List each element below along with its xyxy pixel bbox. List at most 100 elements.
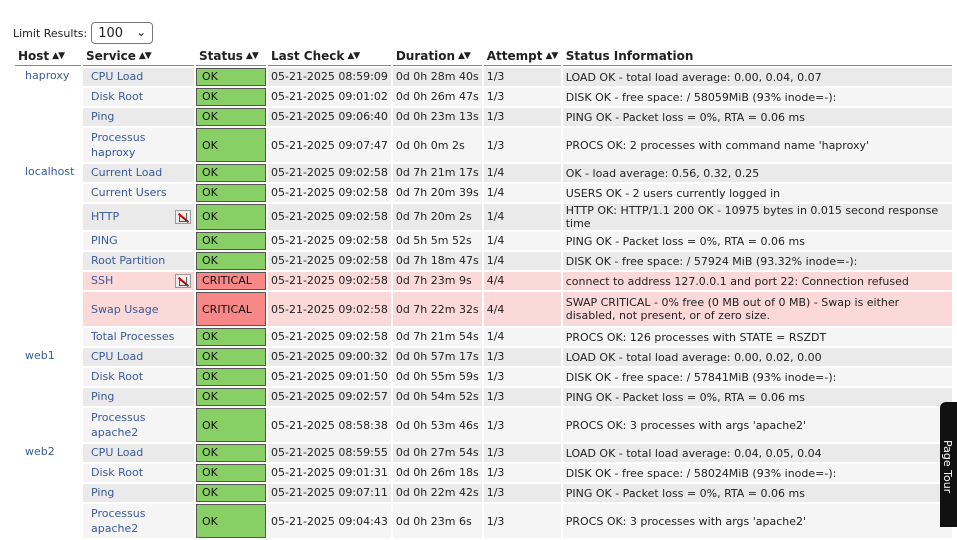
service-link[interactable]: Processus apache2 xyxy=(83,408,194,442)
duration: 0d 0h 53m 46s xyxy=(392,408,482,442)
service-name[interactable]: Processus haproxy xyxy=(91,131,146,159)
sort-arrows-icon[interactable]: ▲▼ xyxy=(545,51,558,61)
last-check: 05-21-2025 09:02:58 xyxy=(268,184,391,202)
status-information: DISK OK - free space: / 57924 MiB (93.32… xyxy=(562,252,952,270)
duration: 0d 0h 26m 18s xyxy=(392,464,482,482)
service-name[interactable]: Ping xyxy=(91,390,115,403)
host-link[interactable]: haproxy xyxy=(15,68,81,86)
service-link[interactable]: CPU Load xyxy=(83,68,194,86)
status-badge: OK xyxy=(196,108,266,126)
service-name[interactable]: Processus apache2 xyxy=(91,507,146,535)
service-link[interactable]: SSH xyxy=(83,272,194,290)
column-header-duration[interactable]: Duration ▲▼ xyxy=(392,47,482,66)
sort-arrows-icon[interactable]: ▲▼ xyxy=(52,51,65,61)
service-link[interactable]: Processus apache2 xyxy=(83,504,194,538)
duration: 0d 0h 27m 54s xyxy=(392,444,482,462)
status-badge: OK xyxy=(196,464,266,482)
status-badge: OK xyxy=(196,408,266,442)
last-check: 05-21-2025 09:07:11 xyxy=(268,484,391,502)
service-name[interactable]: PING xyxy=(91,234,118,247)
host-link xyxy=(15,328,81,346)
service-name[interactable]: Total Processes xyxy=(91,330,175,343)
status-information: DISK OK - free space: / 58059MiB (93% in… xyxy=(562,88,952,106)
service-link[interactable]: HTTP xyxy=(83,204,194,230)
service-link[interactable]: Ping xyxy=(83,484,194,502)
service-link[interactable]: Disk Root xyxy=(83,88,194,106)
service-link[interactable]: Total Processes xyxy=(83,328,194,346)
service-link[interactable]: Root Partition xyxy=(83,252,194,270)
service-name[interactable]: Ping xyxy=(91,110,115,123)
service-name[interactable]: Processus apache2 xyxy=(91,411,146,439)
last-check: 05-21-2025 09:02:58 xyxy=(268,292,391,326)
service-name[interactable]: Root Partition xyxy=(91,254,166,267)
last-check: 05-21-2025 09:01:31 xyxy=(268,464,391,482)
service-link[interactable]: Swap Usage xyxy=(83,292,194,326)
service-name[interactable]: CPU Load xyxy=(91,70,144,83)
service-status-table: Host ▲▼ Service ▲▼ Status ▲▼ Last Check ▲▼ D… xyxy=(13,45,954,540)
duration: 0d 7h 21m 54s xyxy=(392,328,482,346)
column-header-host[interactable]: Host ▲▼ xyxy=(15,47,81,66)
service-name[interactable]: SSH xyxy=(91,274,114,287)
service-name[interactable]: Disk Root xyxy=(91,466,144,479)
host-link xyxy=(15,484,81,502)
sort-arrows-icon[interactable]: ▲▼ xyxy=(245,51,259,61)
table-row: Processus apache2 OK 05-21-2025 09:04:43 0d… xyxy=(15,504,952,538)
service-link[interactable]: Ping xyxy=(83,388,194,406)
service-name[interactable]: Disk Root xyxy=(91,90,144,103)
service-name[interactable]: CPU Load xyxy=(91,446,144,459)
duration: 0d 0h 54m 52s xyxy=(392,388,482,406)
table-row: Disk Root OK 05-21-2025 09:01:31 0d 0h 26m … xyxy=(15,464,952,482)
service-name[interactable]: Current Users xyxy=(91,186,167,199)
last-check: 05-21-2025 09:06:40 xyxy=(268,108,391,126)
sort-arrows-icon[interactable]: ▲▼ xyxy=(457,51,471,61)
table-row: Root Partition OK 05-21-2025 09:02:58 0d 7h… xyxy=(15,252,952,270)
limit-results-label: Limit Results: xyxy=(13,26,88,40)
column-header-attempt[interactable]: Attempt ▲▼ xyxy=(483,47,561,66)
service-name[interactable]: Swap Usage xyxy=(91,302,159,316)
host-link[interactable]: web1 xyxy=(15,348,81,366)
host-link[interactable]: localhost xyxy=(15,164,81,182)
attempt: 1/3 xyxy=(483,368,561,386)
table-row: Processus apache2 OK 05-21-2025 08:58:38 0d… xyxy=(15,408,952,442)
duration: 0d 7h 18m 47s xyxy=(392,252,482,270)
status-badge: OK xyxy=(196,368,266,386)
attempt: 1/4 xyxy=(483,204,561,230)
last-check: 05-21-2025 09:02:58 xyxy=(268,164,391,182)
duration: 0d 0h 23m 6s xyxy=(392,504,482,538)
service-link[interactable]: PING xyxy=(83,232,194,250)
status-information: PROCS OK: 2 processes with command name … xyxy=(562,128,952,162)
column-header-status[interactable]: Status ▲▼ xyxy=(196,47,266,66)
table-row: Disk Root OK 05-21-2025 09:01:02 0d 0h 26m … xyxy=(15,88,952,106)
sort-arrows-icon[interactable]: ▲▼ xyxy=(347,51,360,61)
limit-results-select[interactable]: 100 ⌄ xyxy=(91,22,154,44)
duration: 0d 7h 20m 39s xyxy=(392,184,482,202)
service-link[interactable]: Disk Root xyxy=(83,368,194,386)
status-information: PROCS OK: 126 processes with STATE = RSZ… xyxy=(562,328,952,346)
service-link[interactable]: Ping xyxy=(83,108,194,126)
service-name[interactable]: CPU Load xyxy=(91,350,144,363)
status-information: LOAD OK - total load average: 0.00, 0.04… xyxy=(562,68,952,86)
column-header-last-check[interactable]: Last Check ▲▼ xyxy=(268,47,391,66)
notifications-disabled-icon[interactable] xyxy=(175,274,191,288)
service-link[interactable]: CPU Load xyxy=(83,348,194,366)
status-information: LOAD OK - total load average: 0.00, 0.02… xyxy=(562,348,952,366)
host-link[interactable]: web2 xyxy=(15,444,81,462)
service-link[interactable]: Current Load xyxy=(83,164,194,182)
sort-arrows-icon[interactable]: ▲▼ xyxy=(138,51,152,61)
service-link[interactable]: Processus haproxy xyxy=(83,128,194,162)
last-check: 05-21-2025 09:02:58 xyxy=(268,204,391,230)
table-row: Swap Usage CRITICAL 05-21-2025 09:02:58 0d … xyxy=(15,292,952,326)
service-name[interactable]: Disk Root xyxy=(91,370,144,383)
service-link[interactable]: CPU Load xyxy=(83,444,194,462)
service-name[interactable]: Current Load xyxy=(91,166,163,179)
column-header-service[interactable]: Service ▲▼ xyxy=(83,47,194,66)
attempt: 1/4 xyxy=(483,252,561,270)
service-name[interactable]: HTTP xyxy=(91,210,120,223)
limit-results: Limit Results: 100 ⌄ xyxy=(13,22,154,44)
service-name[interactable]: Ping xyxy=(91,486,115,499)
service-link[interactable]: Current Users xyxy=(83,184,194,202)
notifications-disabled-icon[interactable] xyxy=(175,210,191,224)
service-link[interactable]: Disk Root xyxy=(83,464,194,482)
page-tour-tab[interactable]: Page Tour xyxy=(940,402,957,527)
last-check: 05-21-2025 09:02:57 xyxy=(268,388,391,406)
